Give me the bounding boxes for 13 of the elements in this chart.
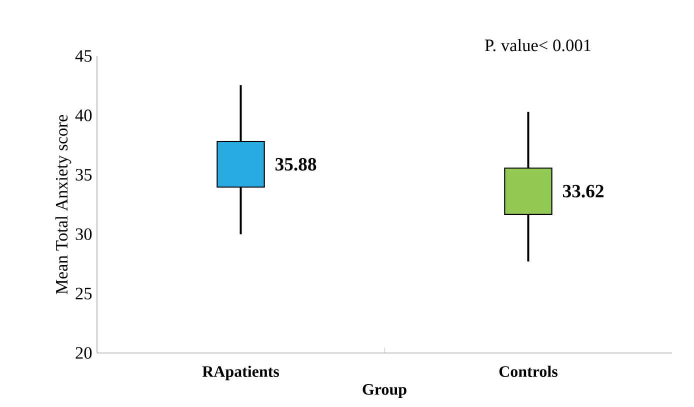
x-axis-title: Group [362, 384, 406, 398]
x-tick-label: RApatients [202, 366, 280, 380]
y-axis-title: Mean Total Anxiety score [55, 114, 72, 294]
annotation: 35.88 [276, 158, 316, 171]
y-tick-label: 40 [75, 110, 92, 122]
annotation: 33.62 [562, 184, 604, 198]
y-tick-label: 35 [76, 168, 92, 181]
y-tick-label: 30 [76, 228, 92, 240]
y-tick-label: 25 [76, 288, 92, 300]
text: P. value< 0.001 [485, 39, 590, 52]
y-tick-label: 20 [76, 347, 92, 359]
x-tick-label: Controls [499, 366, 558, 377]
y-tick-label: 45 [75, 50, 92, 62]
